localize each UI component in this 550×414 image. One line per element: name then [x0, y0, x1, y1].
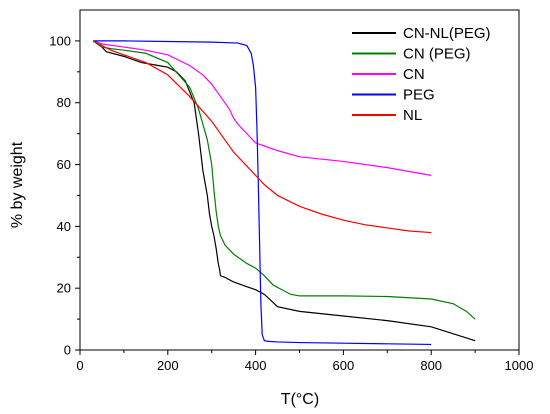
legend-label-cn-peg: CN (PEG): [403, 46, 471, 63]
legend-label-nl: NL: [403, 107, 422, 124]
y-axis-label: % by weight: [9, 141, 26, 228]
x-tick-label: 200: [157, 358, 179, 373]
x-tick-label: 400: [245, 358, 267, 373]
plot-area: [92, 40, 476, 346]
y-tick-label: 100: [49, 33, 71, 48]
legend-label-peg: PEG: [403, 87, 435, 104]
x-tick-label: 1000: [505, 358, 534, 373]
legend: CN-NL(PEG) CN (PEG) CN PEG NL: [352, 25, 491, 124]
series-line-peg: [93, 40, 432, 346]
series-line-cn-peg: [92, 40, 476, 320]
y-tick-label: 60: [57, 157, 71, 172]
x-tick-label: 800: [420, 358, 442, 373]
x-axis-label: T(°C): [281, 391, 319, 408]
y-tick-label: 0: [64, 343, 71, 358]
axes: 0 200 400 600 800 1000 0 20 40 60 80 100: [49, 9, 534, 373]
series-line-nl: [92, 40, 432, 234]
x-tick-label: 0: [76, 358, 83, 373]
y-tick-label: 20: [57, 281, 71, 296]
legend-label-cn-nl-peg: CN-NL(PEG): [403, 25, 491, 42]
legend-label-cn: CN: [403, 66, 425, 83]
y-tick-label: 40: [57, 219, 71, 234]
series-line-cn-nl-peg: [92, 40, 476, 342]
y-tick-label: 80: [57, 95, 71, 110]
series-line-cn: [92, 40, 432, 176]
x-tick-label: 600: [333, 358, 355, 373]
